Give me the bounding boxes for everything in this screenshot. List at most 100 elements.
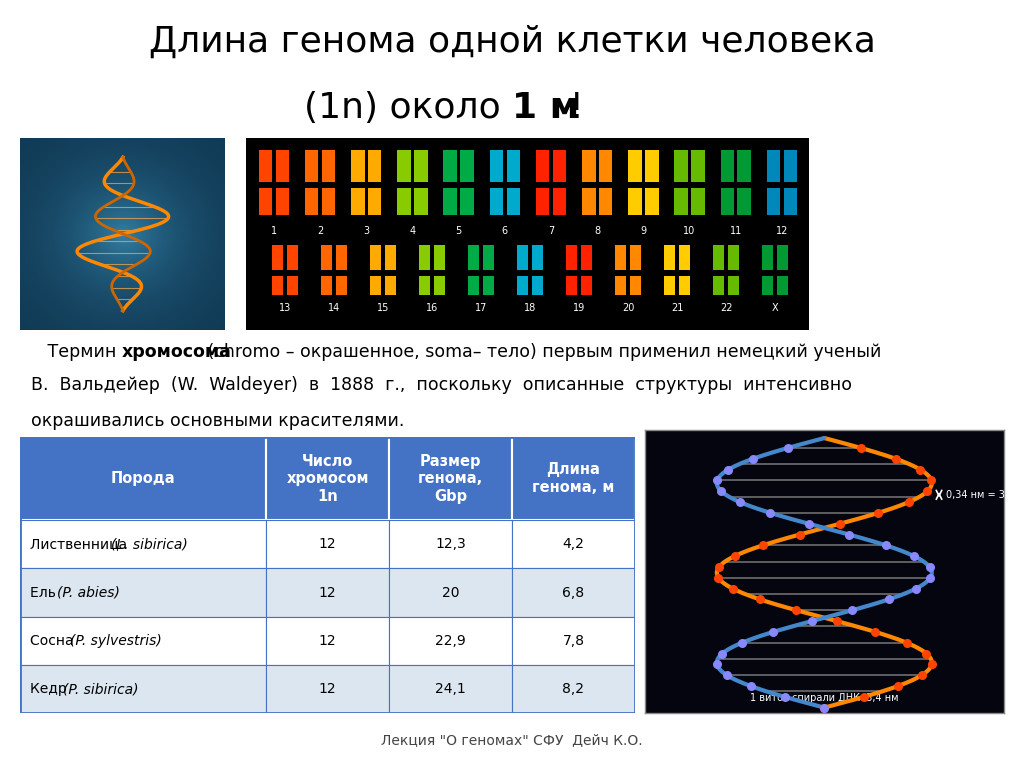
- Bar: [536, 188, 549, 215]
- Text: Сосна: Сосна: [30, 634, 78, 648]
- Bar: [783, 150, 797, 183]
- Bar: [517, 245, 528, 271]
- Text: 12: 12: [318, 682, 337, 696]
- Bar: [553, 150, 566, 183]
- Bar: [507, 150, 520, 183]
- Text: 8,2: 8,2: [562, 682, 585, 696]
- Bar: [397, 188, 411, 215]
- Bar: [461, 188, 474, 215]
- Bar: [259, 188, 272, 215]
- Bar: [305, 150, 318, 183]
- Bar: [582, 150, 596, 183]
- Bar: [582, 188, 596, 215]
- Bar: [566, 245, 578, 271]
- Bar: [371, 245, 382, 271]
- Bar: [371, 276, 382, 295]
- Bar: [266, 568, 389, 617]
- Text: !: !: [512, 91, 584, 125]
- Point: [713, 485, 729, 497]
- Point: [719, 669, 735, 681]
- Bar: [322, 276, 333, 295]
- Bar: [566, 276, 578, 295]
- Text: В.  Вальдейер  (W.  Waldeyer)  в  1888  г.,  поскольку  описанные  структуры  ин: В. Вальдейер (W. Waldeyer) в 1888 г., по…: [31, 377, 852, 394]
- Point: [709, 474, 725, 486]
- Text: 11: 11: [730, 226, 741, 236]
- Bar: [665, 276, 676, 295]
- Text: 4: 4: [410, 226, 416, 236]
- Text: 12,3: 12,3: [435, 537, 466, 551]
- Bar: [275, 150, 289, 183]
- Bar: [322, 245, 333, 271]
- Bar: [414, 150, 428, 183]
- Bar: [389, 520, 512, 568]
- Point: [898, 637, 914, 649]
- Point: [804, 615, 820, 627]
- Bar: [20, 617, 266, 665]
- Bar: [737, 150, 751, 183]
- Bar: [414, 188, 428, 215]
- Bar: [272, 245, 284, 271]
- Text: 15: 15: [377, 303, 389, 313]
- Point: [912, 463, 929, 476]
- Bar: [287, 276, 298, 295]
- Point: [765, 626, 781, 638]
- Bar: [713, 276, 725, 295]
- Text: 14: 14: [328, 303, 340, 313]
- Bar: [512, 665, 635, 713]
- Point: [922, 561, 938, 573]
- Bar: [675, 150, 688, 183]
- Point: [801, 518, 817, 530]
- Point: [881, 594, 897, 606]
- Text: 7: 7: [548, 226, 554, 236]
- Bar: [20, 665, 266, 713]
- Text: Длина генома одной клетки человека: Длина генома одной клетки человека: [148, 25, 876, 59]
- Bar: [443, 150, 457, 183]
- Bar: [531, 276, 543, 295]
- Point: [888, 453, 904, 465]
- Text: 3: 3: [364, 226, 370, 236]
- Point: [867, 626, 884, 638]
- Text: 16: 16: [426, 303, 438, 313]
- Bar: [434, 245, 445, 271]
- Text: Термин: Термин: [31, 343, 122, 360]
- Bar: [489, 188, 503, 215]
- Text: 12: 12: [318, 634, 337, 648]
- Text: 17: 17: [475, 303, 487, 313]
- Bar: [645, 188, 658, 215]
- Text: 24,1: 24,1: [435, 682, 466, 696]
- Point: [856, 690, 872, 703]
- Bar: [767, 150, 780, 183]
- Text: Длина
генома, м: Длина генома, м: [532, 463, 614, 495]
- Text: 5: 5: [456, 226, 462, 236]
- Bar: [389, 568, 512, 617]
- Text: 20: 20: [441, 585, 460, 600]
- Bar: [777, 276, 788, 295]
- Bar: [389, 665, 512, 713]
- Text: Кедр: Кедр: [30, 682, 71, 696]
- Bar: [443, 188, 457, 215]
- Text: 7,8: 7,8: [562, 634, 585, 648]
- Bar: [599, 150, 612, 183]
- Text: 8: 8: [594, 226, 600, 236]
- Bar: [434, 276, 445, 295]
- Point: [878, 539, 894, 551]
- Bar: [351, 188, 365, 215]
- Text: 0,34 нм = 3,4 Å: 0,34 нм = 3,4 Å: [946, 489, 1024, 500]
- Bar: [536, 150, 549, 183]
- Bar: [630, 245, 641, 271]
- Text: 19: 19: [573, 303, 586, 313]
- Bar: [351, 150, 365, 183]
- Bar: [737, 188, 751, 215]
- Bar: [20, 520, 266, 568]
- Bar: [483, 245, 495, 271]
- Text: 18: 18: [524, 303, 537, 313]
- Text: 21: 21: [671, 303, 683, 313]
- Point: [788, 604, 805, 617]
- Point: [744, 453, 761, 465]
- Point: [711, 561, 727, 573]
- Text: окрашивались основными красителями.: окрашивались основными красителями.: [31, 413, 404, 430]
- Point: [726, 550, 742, 562]
- Point: [922, 571, 938, 584]
- Bar: [512, 617, 635, 665]
- Text: 22,9: 22,9: [435, 634, 466, 648]
